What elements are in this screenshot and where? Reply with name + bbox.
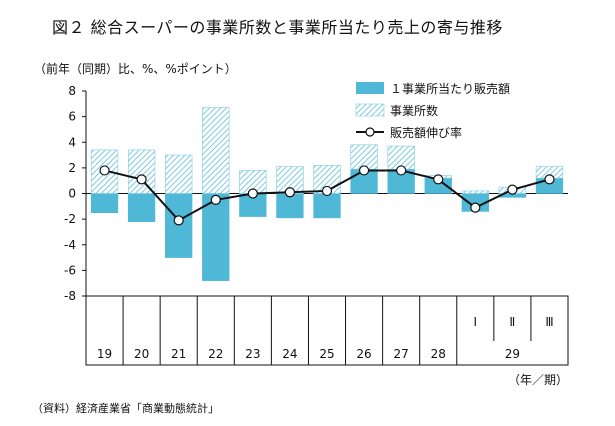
- sales-growth-marker: [470, 202, 481, 213]
- legend-label-per-store-sales: １事業所当たり販売額: [390, 81, 510, 96]
- sales-growth-marker: [284, 187, 296, 198]
- sales-growth-marker: [173, 215, 184, 226]
- y-tick-label: -6: [64, 263, 76, 277]
- bar-store-count: [350, 144, 378, 170]
- sales-growth-marker: [544, 174, 555, 185]
- chart-title: 図２ 総合スーパーの事業所数と事業所当たり売上の寄与推移: [52, 18, 503, 37]
- year-label: 27: [394, 347, 409, 361]
- y-tick-label: 0: [68, 187, 76, 201]
- quarter-label: Ⅱ: [509, 315, 515, 329]
- bar-per-store-sales: [313, 193, 341, 219]
- year-label: 21: [171, 347, 186, 361]
- sales-growth-marker: [433, 174, 444, 185]
- y-tick-label: -8: [64, 289, 76, 303]
- year-label: 24: [282, 347, 297, 361]
- y-tick-label: 8: [68, 84, 76, 98]
- bar-per-store-sales: [127, 193, 156, 222]
- x-axis-unit-label: （年／期）: [508, 373, 568, 387]
- sales-growth-marker: [321, 185, 333, 197]
- quarter-label: Ⅰ: [474, 315, 478, 329]
- year-label: 28: [431, 347, 446, 361]
- year-label: 19: [97, 347, 112, 361]
- legend-swatch-marker: [365, 127, 375, 137]
- year-label: 23: [245, 347, 260, 361]
- sales-growth-marker: [99, 165, 110, 176]
- sales-growth-marker: [210, 194, 221, 206]
- year-label: 29: [505, 347, 520, 361]
- legend-swatch-per-store-sales: [356, 82, 384, 94]
- year-label: 20: [134, 347, 149, 361]
- source-note: （資料）経済産業省「商業動態統計」: [32, 402, 219, 415]
- legend-label-sales-growth: 販売額伸び率: [390, 125, 462, 140]
- year-label: 25: [319, 347, 334, 361]
- bar-per-store-sales: [165, 193, 193, 258]
- year-label: 26: [356, 347, 371, 361]
- bar-per-store-sales: [90, 193, 119, 214]
- sales-growth-marker: [136, 174, 147, 185]
- sales-growth-marker: [507, 184, 518, 195]
- legend-label-store-count: 事業所数: [390, 103, 438, 118]
- y-tick-label: -4: [64, 238, 76, 252]
- y-tick-label: 4: [68, 135, 76, 149]
- bar-per-store-sales: [202, 193, 230, 281]
- bar-store-count: [165, 154, 193, 194]
- sales-growth-marker: [396, 165, 407, 176]
- y-tick-label: 2: [68, 161, 76, 175]
- y-tick-label: 6: [68, 110, 76, 124]
- y-axis-unit-label: （前年（同期）比、%、%ポイント）: [34, 62, 237, 76]
- bar-store-count: [202, 107, 230, 194]
- category-axis-frame: [85, 295, 569, 366]
- sales-growth-marker: [358, 165, 370, 176]
- sales-growth-marker: [247, 188, 258, 199]
- quarter-label: Ⅲ: [545, 315, 553, 329]
- bar-store-count: [127, 149, 156, 194]
- bar-store-count: [461, 190, 489, 194]
- year-label: 22: [208, 347, 223, 361]
- legend-swatch-store-count: [355, 103, 385, 117]
- y-tick-label: -2: [64, 212, 76, 226]
